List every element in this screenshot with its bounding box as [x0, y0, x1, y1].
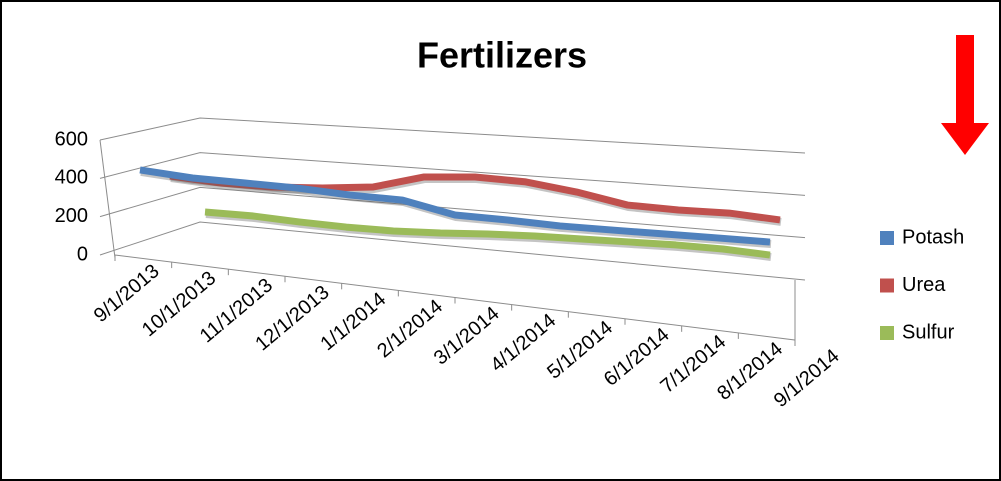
series-line: [204, 208, 771, 259]
y-tick-label: 600: [55, 128, 88, 150]
y-tick-label: 400: [55, 167, 88, 189]
y-tick-label: 200: [55, 205, 88, 227]
grid-line: [99, 117, 806, 154]
legend-label: Sulfur: [902, 321, 955, 343]
grid-line: [99, 221, 806, 281]
grid-line: [99, 186, 806, 239]
series-line: [139, 166, 771, 246]
grid-line: [99, 152, 806, 196]
legend-swatch: [880, 278, 894, 293]
y-tick-label: 0: [77, 243, 88, 265]
legend-swatch: [880, 231, 894, 245]
y-axis: [99, 139, 116, 259]
legend-label: Potash: [902, 226, 964, 248]
legend-label: Urea: [902, 274, 946, 296]
chart-title: Fertilizers: [417, 35, 587, 76]
decline-arrow: [941, 35, 989, 155]
legend-swatch: [880, 326, 894, 340]
